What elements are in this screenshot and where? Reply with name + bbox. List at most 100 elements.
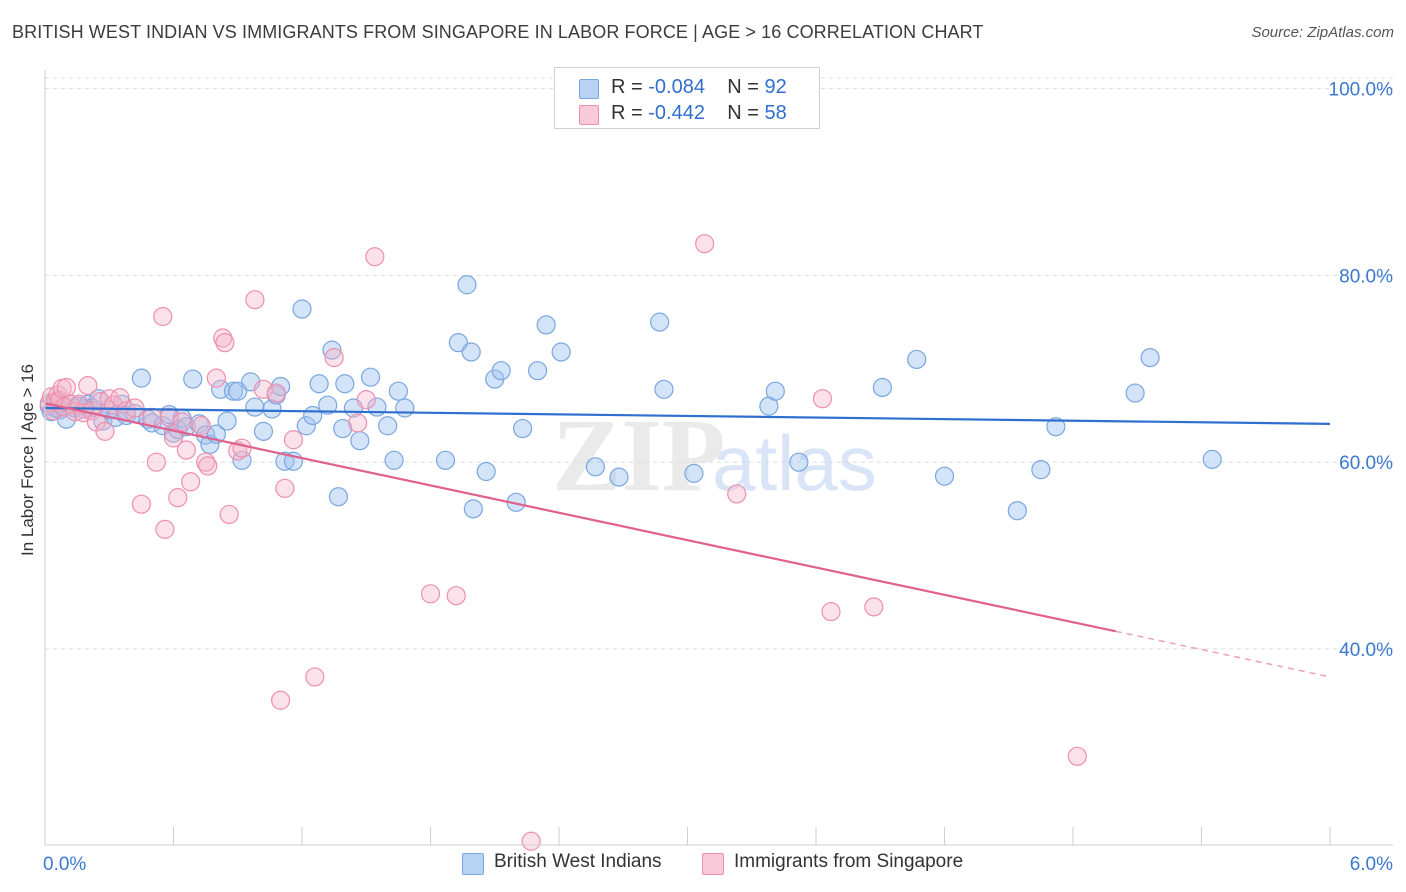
data-point-british-west-indians [872, 377, 892, 398]
data-point-british-west-indians [463, 499, 483, 519]
data-point-immigrants-from-singapore [176, 440, 196, 460]
bottom-legend-swatch-blue [462, 853, 484, 875]
legend-r-label: R = [611, 76, 649, 98]
data-point-british-west-indians [335, 374, 355, 394]
data-point-immigrants-from-singapore [695, 234, 715, 254]
trend-line-extension-immigrants-from-singapore [1115, 630, 1331, 678]
legend-n-value: 58 [764, 102, 787, 124]
data-point-british-west-indians [536, 315, 556, 335]
data-point-british-west-indians [131, 368, 151, 388]
data-point-immigrants-from-singapore [446, 586, 466, 606]
data-point-british-west-indians [333, 418, 353, 439]
axes: 40.0% 60.0% 80.0% 100.0% 0.0% 6.0% [43, 70, 1393, 875]
data-point-immigrants-from-singapore [1067, 746, 1087, 766]
legend-swatch-blue [579, 79, 599, 99]
bottom-legend-label-blue: British West Indians [494, 851, 662, 872]
data-point-british-west-indians [654, 379, 674, 399]
x-tick-label: 0.0% [43, 854, 86, 875]
data-point-british-west-indians [684, 463, 704, 483]
data-point-immigrants-from-singapore [56, 377, 77, 398]
trend-lines [44, 402, 1331, 678]
data-point-immigrants-from-singapore [821, 601, 841, 622]
data-point-immigrants-from-singapore [78, 376, 98, 396]
data-point-british-west-indians [435, 450, 456, 470]
legend-r-value: -0.442 [648, 102, 705, 124]
data-point-british-west-indians [296, 416, 316, 436]
data-point-british-west-indians [328, 487, 349, 507]
data-point-british-west-indians [384, 450, 404, 470]
data-point-immigrants-from-singapore [245, 290, 265, 310]
data-point-british-west-indians [1046, 417, 1066, 437]
data-point-immigrants-from-singapore [142, 407, 162, 427]
data-point-immigrants-from-singapore [266, 383, 286, 403]
data-point-immigrants-from-singapore [163, 428, 184, 448]
data-point-immigrants-from-singapore [146, 452, 166, 472]
data-point-british-west-indians [309, 374, 329, 394]
watermark-atlas: atlas [712, 419, 877, 507]
data-point-british-west-indians [1140, 347, 1160, 368]
trend-line-immigrants-from-singapore [44, 402, 1117, 633]
data-point-british-west-indians [512, 418, 533, 439]
data-point-immigrants-from-singapore [198, 456, 218, 476]
data-point-british-west-indians [350, 431, 370, 451]
data-point-immigrants-from-singapore [172, 412, 192, 432]
legend-r-label: R = [611, 102, 649, 124]
data-point-immigrants-from-singapore [270, 690, 291, 710]
data-point-immigrants-from-singapore [521, 831, 541, 851]
data-point-immigrants-from-singapore [727, 484, 747, 504]
x-tick-label: 6.0% [1350, 854, 1393, 875]
y-tick-label: 60.0% [1339, 453, 1393, 474]
data-point-british-west-indians [292, 299, 312, 319]
series-immigrants-from-singapore [39, 234, 1087, 851]
grid [45, 77, 1393, 650]
data-point-immigrants-from-singapore [324, 347, 344, 368]
data-point-british-west-indians [395, 398, 415, 418]
legend-n-value: 92 [764, 76, 787, 98]
data-point-british-west-indians [765, 381, 785, 401]
data-point-immigrants-from-singapore [420, 584, 441, 604]
data-point-immigrants-from-singapore [155, 519, 175, 539]
data-point-british-west-indians [476, 461, 496, 482]
correlation-legend: R = -0.084 N = 92 R = -0.442 N = 58 [554, 67, 820, 129]
data-point-british-west-indians [789, 452, 809, 472]
data-point-immigrants-from-singapore [206, 368, 226, 388]
data-point-british-west-indians [223, 381, 244, 401]
data-point-immigrants-from-singapore [812, 389, 833, 409]
data-point-immigrants-from-singapore [95, 421, 115, 441]
data-point-immigrants-from-singapore [159, 407, 179, 427]
data-point-british-west-indians [609, 467, 629, 487]
y-tick-label: 80.0% [1339, 266, 1393, 287]
data-point-immigrants-from-singapore [283, 430, 304, 450]
data-point-immigrants-from-singapore [253, 379, 274, 399]
data-point-british-west-indians [1007, 501, 1027, 521]
data-point-immigrants-from-singapore [356, 390, 376, 410]
data-point-british-west-indians [1031, 460, 1051, 480]
data-point-british-west-indians [228, 381, 248, 401]
source-note: Source: ZipAtlas.com [1251, 24, 1394, 41]
data-point-immigrants-from-singapore [275, 478, 295, 498]
data-point-british-west-indians [448, 333, 468, 353]
data-point-immigrants-from-singapore [168, 488, 188, 508]
data-point-british-west-indians [585, 457, 606, 477]
legend-n-label: N = [727, 76, 765, 98]
data-point-immigrants-from-singapore [181, 472, 201, 492]
y-tick-label: 40.0% [1339, 640, 1393, 661]
data-point-immigrants-from-singapore [305, 667, 325, 687]
data-point-british-west-indians [551, 342, 571, 362]
data-point-immigrants-from-singapore [219, 504, 239, 525]
data-point-immigrants-from-singapore [232, 438, 252, 458]
data-point-british-west-indians [457, 275, 477, 295]
data-point-british-west-indians [245, 397, 265, 417]
y-tick-label: 100.0% [1329, 80, 1394, 101]
data-point-british-west-indians [491, 361, 511, 381]
legend-n-label: N = [727, 102, 765, 124]
data-point-immigrants-from-singapore [215, 333, 235, 353]
data-point-british-west-indians [378, 416, 398, 436]
watermark-zip: ZIP [552, 398, 725, 513]
data-point-british-west-indians [183, 369, 203, 389]
data-point-immigrants-from-singapore [864, 597, 884, 617]
data-point-immigrants-from-singapore [365, 247, 385, 267]
data-point-british-west-indians [934, 466, 955, 486]
bottom-legend-label-pink: Immigrants from Singapore [734, 851, 964, 872]
